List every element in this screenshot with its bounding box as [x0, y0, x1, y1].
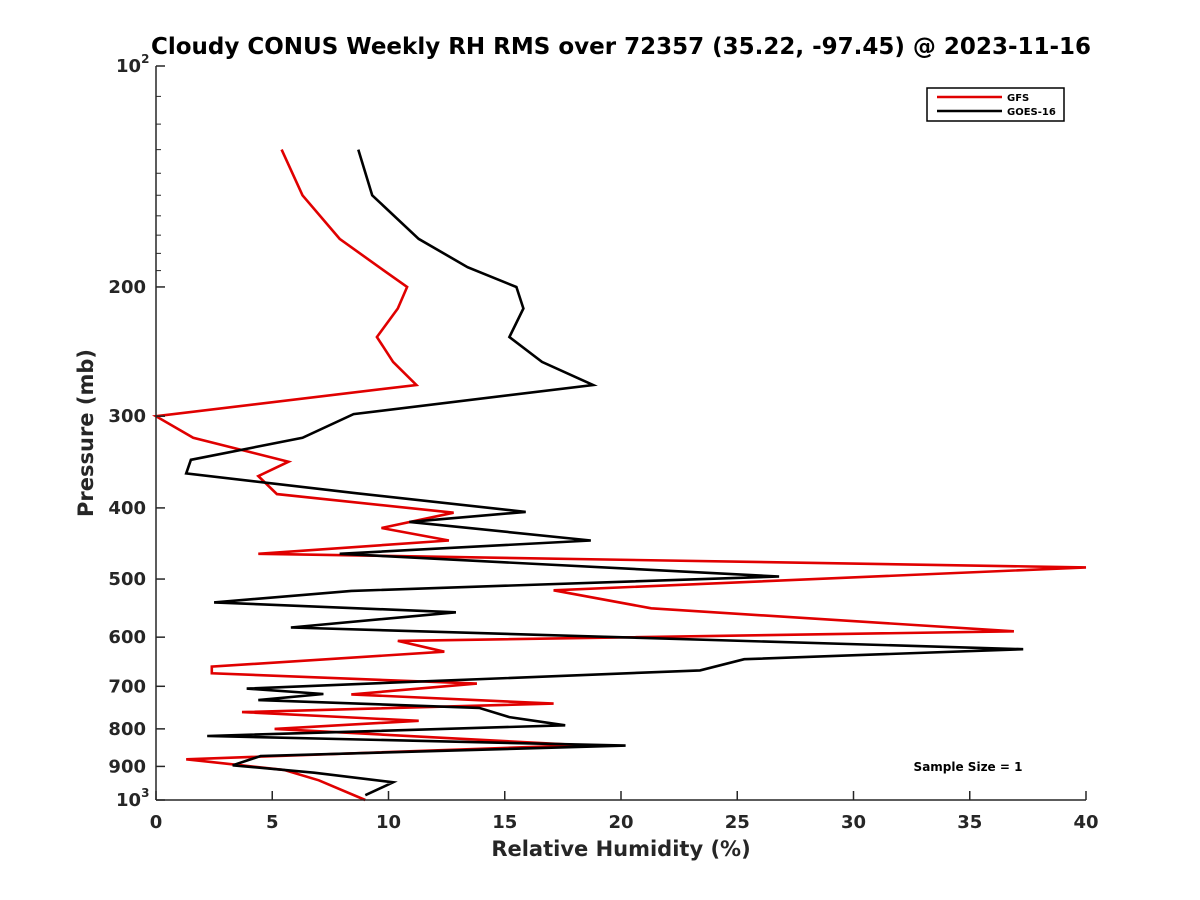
legend-label-goes16: GOES-16: [1007, 107, 1056, 118]
y-tick-label: 500: [108, 569, 146, 590]
x-tick-label: 25: [725, 812, 750, 833]
x-tick-label: 30: [841, 812, 866, 833]
x-tick-label: 10: [376, 812, 401, 833]
x-tick-label: 40: [1073, 812, 1098, 833]
y-tick-label: 103: [116, 786, 149, 811]
y-tick-label: 200: [108, 277, 146, 298]
legend-label-gfs: GFS: [1007, 93, 1029, 104]
axes-layer: 0 5 10 15 20 25 30 35 40 102 200 300 400 500 600 700 800…: [108, 52, 1098, 833]
x-tick-label: 5: [266, 812, 279, 833]
series-line-goes16: [184, 149, 1024, 797]
chart-title: Cloudy CONUS Weekly RH RMS over 72357 (3…: [151, 34, 1091, 60]
x-tick-label: 0: [150, 812, 163, 833]
series-layer: [151, 149, 1087, 802]
y-tick-label: 400: [108, 498, 146, 519]
y-tick-label: 102: [116, 52, 149, 77]
x-axis-label: Relative Humidity (%): [491, 837, 750, 861]
series-line-gfs: [151, 149, 1087, 802]
sample-size-annotation: Sample Size = 1: [914, 760, 1023, 774]
x-tick-label: 35: [957, 812, 982, 833]
legend: GFS GOES-16: [926, 87, 1065, 122]
y-tick-label: 800: [108, 719, 146, 740]
y-tick-label: 300: [108, 406, 146, 427]
y-tick-label: 900: [108, 756, 146, 777]
x-tick-label: 20: [608, 812, 633, 833]
x-tick-label: 15: [492, 812, 517, 833]
y-axis-label: Pressure (mb): [74, 349, 98, 517]
y-tick-label: 700: [108, 676, 146, 697]
y-tick-label: 600: [108, 627, 146, 648]
legend-box: [926, 87, 1065, 122]
